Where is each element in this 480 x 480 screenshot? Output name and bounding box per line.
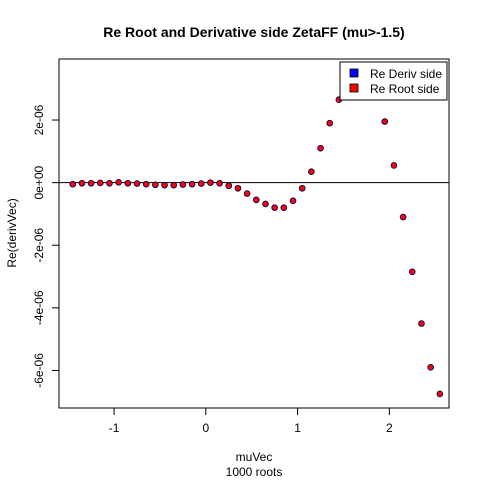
data-points [69, 96, 444, 398]
point-root [244, 191, 250, 196]
x-tick-label: 0 [202, 421, 209, 435]
y-tick-label: 0e+00 [32, 165, 46, 199]
point-root [107, 180, 112, 186]
point-root [290, 198, 296, 204]
x-tick-label: -1 [109, 421, 120, 435]
x-axis: -1 0 1 2 [109, 407, 393, 435]
legend-swatch-deriv [349, 68, 359, 78]
point-root [97, 180, 103, 186]
point-root [419, 321, 424, 326]
point-root [171, 182, 177, 188]
point-root [143, 181, 149, 187]
point-root [152, 182, 158, 188]
legend-swatch-root [349, 83, 359, 93]
legend-label-root: Re Root side [370, 82, 440, 96]
x-axis-sublabel: 1000 roots [226, 465, 283, 479]
point-root [180, 182, 186, 187]
point-root [382, 119, 388, 125]
chart-title: Re Root and Derivative side ZetaFF (mu>-… [103, 24, 404, 40]
x-tick-label: 2 [386, 421, 393, 435]
legend-label-deriv: Re Deriv side [370, 67, 442, 81]
point-root [116, 179, 122, 185]
point-root [125, 180, 131, 186]
point-root [437, 391, 443, 397]
point-root [391, 163, 397, 168]
point-root [263, 201, 268, 207]
point-root [208, 180, 213, 186]
x-axis-label: muVec [236, 450, 273, 464]
y-tick-label: -6e-06 [32, 353, 46, 388]
point-root [281, 205, 287, 211]
point-root [70, 181, 76, 187]
legend: Re Deriv side Re Root side [339, 61, 448, 101]
point-root [235, 185, 241, 191]
point-root [162, 182, 167, 188]
y-tick-label: 2e-06 [32, 104, 46, 135]
point-root [189, 181, 195, 187]
point-root [428, 364, 434, 370]
legend-box [339, 61, 448, 101]
y-axis: 2e-06 0e+00 -2e-06 -4e-06 -6e-06 [32, 104, 60, 388]
plot-area-border [58, 58, 450, 409]
point-root [134, 181, 140, 186]
point-root [318, 145, 323, 151]
y-axis-label: Re(derivVec) [5, 198, 19, 267]
y-tick-label: -4e-06 [32, 290, 46, 325]
point-root [79, 180, 85, 186]
point-root [272, 205, 278, 211]
point-root [327, 120, 333, 126]
point-root [217, 180, 222, 186]
point-root [226, 183, 232, 189]
point-root [253, 197, 259, 203]
x-tick-label: 1 [294, 421, 301, 435]
point-root [88, 180, 94, 186]
point-root [308, 169, 314, 175]
point-root [198, 181, 204, 186]
point-root [400, 214, 406, 220]
point-root [409, 269, 415, 275]
y-tick-label: -2e-06 [32, 228, 46, 263]
point-root [299, 185, 305, 191]
